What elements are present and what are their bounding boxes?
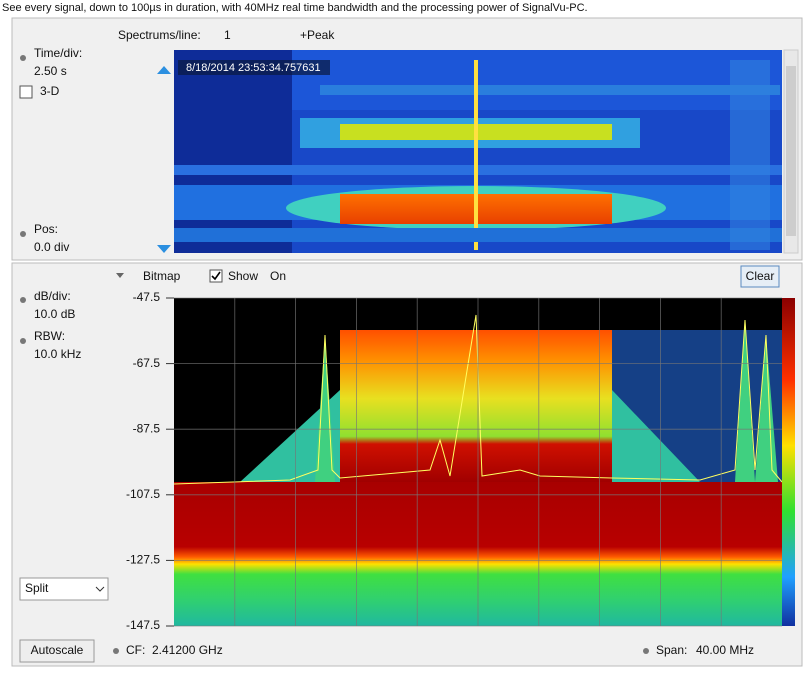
span-value[interactable]: 40.00 MHz [696, 643, 754, 657]
y-tick-label: -47.5 [133, 290, 161, 304]
y-tick-label: -87.5 [133, 421, 161, 435]
check-mark [211, 271, 221, 281]
spectrums-value: 1 [224, 28, 231, 42]
scroll-thumb[interactable] [786, 66, 796, 236]
pos-label: Pos: [34, 222, 58, 236]
pos-top-handle[interactable] [157, 66, 171, 74]
span-label: Span: [656, 643, 687, 657]
autoscale-label[interactable]: Autoscale [31, 643, 84, 657]
marker-icon [643, 648, 649, 654]
checkbox[interactable] [19, 85, 33, 99]
rbw-value[interactable]: 10.0 kHz [34, 347, 81, 361]
marker-icon [113, 648, 119, 654]
three-d-label[interactable]: 3-D [40, 84, 60, 98]
dropdown-arrow[interactable] [116, 273, 124, 278]
mode-value[interactable]: Split [25, 581, 49, 595]
marker-icon [20, 55, 26, 61]
y-tick-label: -127.5 [126, 553, 160, 567]
show-checkbox[interactable] [209, 269, 223, 283]
db-div-value[interactable]: 10.0 dB [34, 307, 75, 321]
rbw-label: RBW: [34, 329, 65, 343]
marker-icon [20, 231, 26, 237]
y-tick-label: -147.5 [126, 618, 160, 632]
time-div-label: Time/div: [34, 46, 82, 60]
timestamp: 8/18/2014 23:53:34.757631 [186, 62, 321, 74]
color-bar [782, 298, 795, 626]
y-tick-label: -107.5 [126, 487, 160, 501]
timestamp-bg [178, 60, 330, 75]
marker-icon [20, 338, 26, 344]
mode-select[interactable] [19, 577, 109, 601]
pos-value[interactable]: 0.0 div [34, 240, 69, 254]
grid [174, 297, 782, 627]
time-div-value[interactable]: 2.50 s [34, 64, 67, 78]
show-label[interactable]: Show [228, 269, 258, 283]
caption: See every signal, down to 100µs in durat… [2, 2, 588, 14]
db-div-label: dB/div: [34, 289, 71, 303]
pos-bottom-handle[interactable] [157, 245, 171, 253]
clear-label[interactable]: Clear [746, 269, 775, 283]
display-mode[interactable]: Bitmap [143, 269, 181, 283]
cf-value[interactable]: 2.41200 GHz [152, 643, 223, 657]
spectrums-label: Spectrums/line: [118, 28, 201, 42]
autoscale-button[interactable] [19, 639, 95, 663]
spectrogram [174, 50, 782, 253]
marker-icon [20, 297, 26, 303]
show-state: On [270, 269, 286, 283]
detection[interactable]: +Peak [300, 28, 335, 42]
clear-button[interactable] [740, 265, 780, 288]
cf-label: CF: [126, 643, 145, 657]
select-arrow [95, 586, 105, 592]
y-tick-label: -67.5 [133, 356, 161, 370]
